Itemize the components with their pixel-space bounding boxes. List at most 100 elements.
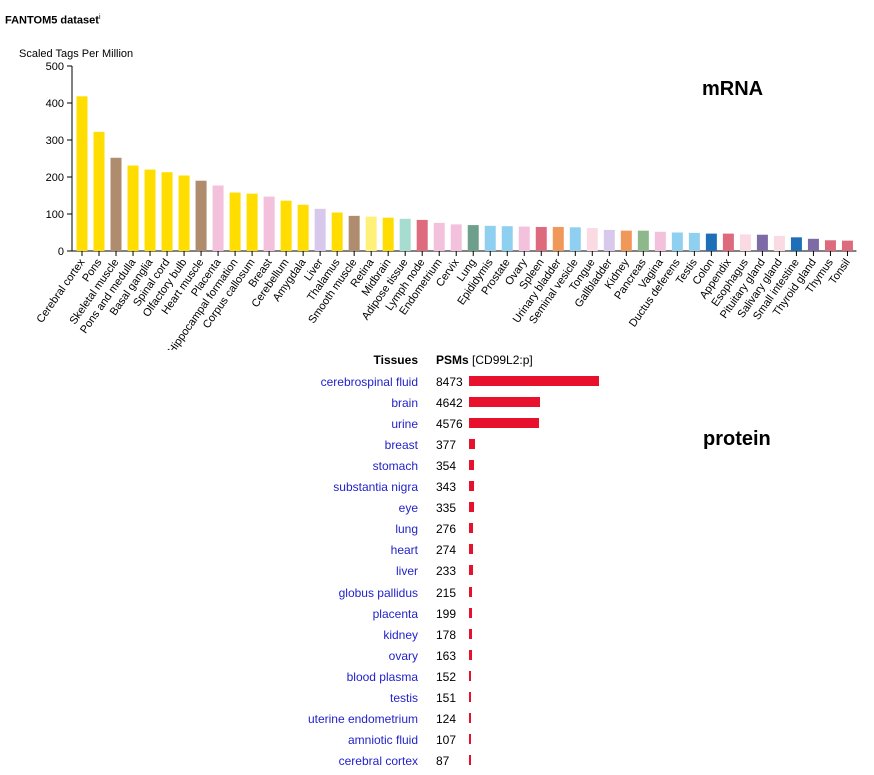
tissue-link[interactable]: brain xyxy=(391,396,418,411)
bar-tonsil[interactable] xyxy=(841,240,853,251)
tissue-link[interactable]: eye xyxy=(398,501,418,516)
bar-adipose-tissue[interactable] xyxy=(399,218,411,251)
psm-value: 233 xyxy=(436,564,457,579)
y-tick-label: 500 xyxy=(46,61,64,73)
bar-kidney[interactable] xyxy=(620,230,632,251)
bar-vagina[interactable] xyxy=(654,231,666,251)
bar-pons-and-medulla[interactable] xyxy=(127,165,139,251)
bar-pons[interactable] xyxy=(93,131,105,251)
mrna-label: mRNA xyxy=(702,78,764,100)
bar-pancreas[interactable] xyxy=(637,230,649,251)
tissue-link[interactable]: stomach xyxy=(372,459,418,474)
protein-row: amniotic fluid 107 xyxy=(0,733,874,754)
bar-hippocampal-formation[interactable] xyxy=(229,192,241,251)
tissue-link[interactable]: breast xyxy=(384,438,418,453)
protein-row: substantia nigra 343 xyxy=(0,480,874,501)
bar-cerebral-cortex[interactable] xyxy=(76,96,88,251)
bar-pituitary-gland[interactable] xyxy=(756,234,768,251)
psm-value: 199 xyxy=(436,606,457,621)
y-tick-label: 0 xyxy=(58,246,64,258)
bar-seminal-vesicle[interactable] xyxy=(569,227,581,251)
bar-tongue[interactable] xyxy=(586,228,598,251)
tissue-link[interactable]: liver xyxy=(395,564,418,579)
bar-urinary-bladder[interactable] xyxy=(552,226,564,251)
bar-spleen[interactable] xyxy=(535,226,547,251)
protein-row: stomach 354 xyxy=(0,459,874,480)
info-icon[interactable]: i xyxy=(98,14,101,21)
y-tick-label: 400 xyxy=(46,98,64,110)
tissue-link[interactable]: globus pallidus xyxy=(338,585,418,600)
bar-corpus-callosum[interactable] xyxy=(246,193,258,251)
bar-heart-muscle[interactable] xyxy=(195,180,207,251)
tissue-link[interactable]: kidney xyxy=(383,627,418,642)
protein-row: cerebrospinal fluid 8473 xyxy=(0,375,874,396)
psm-value: 124 xyxy=(436,711,457,726)
bar-olfactory-bulb[interactable] xyxy=(178,175,190,251)
protein-row: eye 335 xyxy=(0,501,874,522)
bar-midbrain[interactable] xyxy=(382,217,394,251)
bar-appendix[interactable] xyxy=(722,233,734,251)
bar-thyroid-gland[interactable] xyxy=(807,238,819,251)
tissue-link[interactable]: heart xyxy=(390,543,418,558)
bar-ovary[interactable] xyxy=(518,226,530,251)
bar-lymph-node[interactable] xyxy=(416,219,428,251)
bar-cervix[interactable] xyxy=(450,224,462,251)
bar-amygdala[interactable] xyxy=(297,204,309,251)
protein-row: lung 276 xyxy=(0,522,874,543)
psm-value: 4576 xyxy=(436,417,463,432)
psm-bar xyxy=(469,397,541,408)
psms-header-suffix: [CD99L2:p] xyxy=(472,353,533,367)
protein-row: breast 377 xyxy=(0,438,874,459)
protein-row: urine 4576 xyxy=(0,417,874,438)
psm-bar xyxy=(469,586,473,597)
psm-bar xyxy=(469,523,474,534)
psm-value: 152 xyxy=(436,669,457,684)
tissue-link[interactable]: urine xyxy=(391,417,418,432)
protein-row: kidney 178 xyxy=(0,628,874,649)
protein-row: cerebral cortex 87 xyxy=(0,754,874,775)
bar-salivary-gland[interactable] xyxy=(773,235,785,251)
bar-ductus-deferens[interactable] xyxy=(671,232,683,252)
bar-breast[interactable] xyxy=(263,196,275,251)
bar-testis[interactable] xyxy=(688,232,700,251)
tissue-link[interactable]: cerebral cortex xyxy=(338,753,418,768)
psm-value: 215 xyxy=(436,585,457,600)
y-axis-title: Scaled Tags Per Million xyxy=(19,48,134,60)
bar-smooth-muscle[interactable] xyxy=(348,215,360,251)
bar-liver[interactable] xyxy=(314,208,326,251)
tissue-link[interactable]: testis xyxy=(389,690,418,705)
tissue-link[interactable]: ovary xyxy=(388,648,418,663)
bar-cerebellum[interactable] xyxy=(280,200,292,251)
bar-epididymis[interactable] xyxy=(484,225,496,251)
bar-gallbladder[interactable] xyxy=(603,229,615,251)
bar-lung[interactable] xyxy=(467,225,479,251)
bar-prostate[interactable] xyxy=(501,226,513,251)
psm-bar xyxy=(469,418,540,429)
protein-row: brain 4642 xyxy=(0,396,874,417)
tissue-link[interactable]: substantia nigra xyxy=(333,480,418,495)
bar-placenta[interactable] xyxy=(212,185,224,251)
bar-retina[interactable] xyxy=(365,216,377,251)
bar-thymus[interactable] xyxy=(824,240,836,251)
bar-spinal-cord[interactable] xyxy=(161,172,173,251)
bar-esophagus[interactable] xyxy=(739,234,751,251)
bar-colon[interactable] xyxy=(705,233,717,251)
bar-endometrium[interactable] xyxy=(433,222,445,251)
bar-basal-ganglia[interactable] xyxy=(144,169,156,251)
bar-skeletal-muscle[interactable] xyxy=(110,157,122,251)
psm-bar xyxy=(469,754,471,765)
bar-thalamus[interactable] xyxy=(331,212,343,251)
tissue-link[interactable]: uterine endometrium xyxy=(307,711,418,726)
psm-bar xyxy=(469,607,473,618)
protein-row: blood plasma 152 xyxy=(0,670,874,691)
tissue-link[interactable]: placenta xyxy=(372,606,418,621)
tissue-link[interactable]: blood plasma xyxy=(346,669,418,684)
psm-bar xyxy=(469,460,475,471)
tissue-link[interactable]: amniotic fluid xyxy=(347,732,418,747)
tissue-link[interactable]: cerebrospinal fluid xyxy=(320,375,418,389)
tissue-link[interactable]: lung xyxy=(395,522,418,537)
dataset-title: FANTOM5 dataseti xyxy=(5,14,101,27)
bar-small-intestine[interactable] xyxy=(790,237,802,251)
psms-header-label: PSMs xyxy=(436,353,469,367)
